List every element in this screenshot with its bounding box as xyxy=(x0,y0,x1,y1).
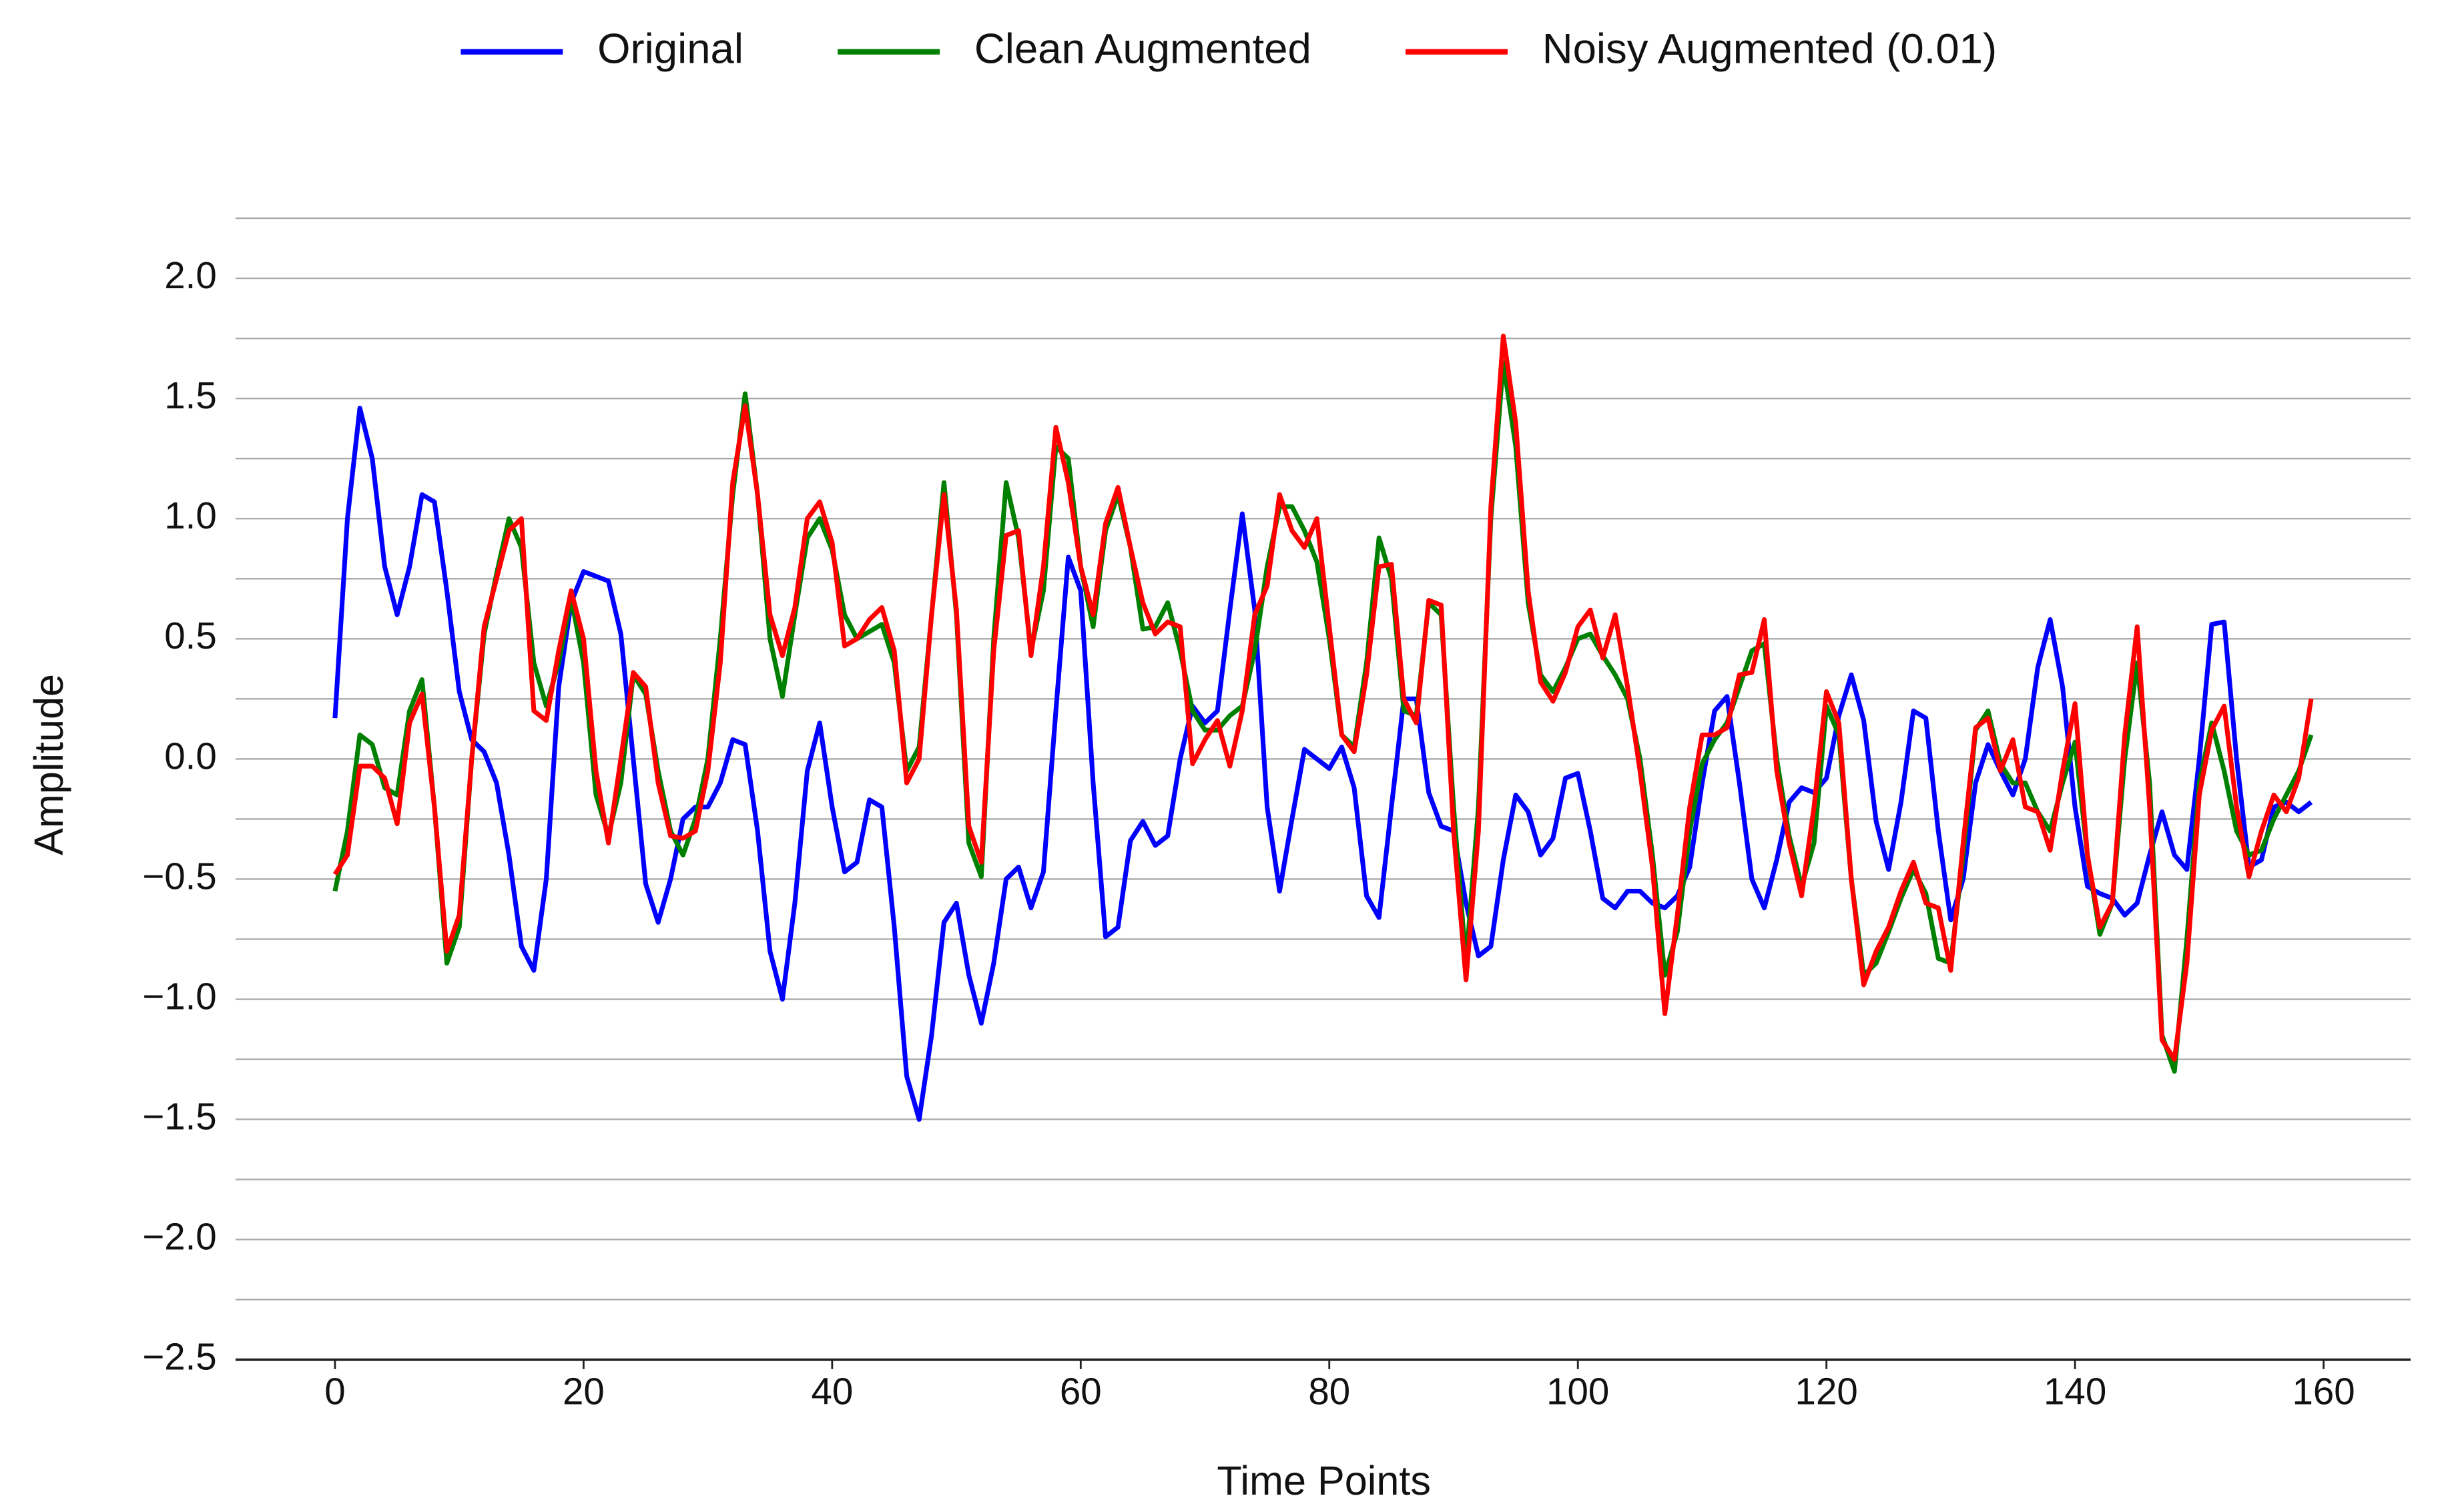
x-tick-label: 80 xyxy=(1308,1370,1350,1412)
y-tick-label: −2.0 xyxy=(142,1216,216,1258)
y-tick-label: 1.0 xyxy=(164,494,217,536)
legend: Original Clean Augmented Noisy Augmented (… xyxy=(461,25,1997,72)
line-series xyxy=(332,406,2313,1122)
legend-item: Noisy Augmented (0.01) xyxy=(1406,25,1997,72)
x-tick-label: 20 xyxy=(563,1370,605,1412)
x-tick-label: 100 xyxy=(1546,1370,1609,1412)
legend-label: Clean Augmented xyxy=(974,25,1311,72)
x-axis-label: Time Points xyxy=(1217,1458,1431,1503)
x-tick-label: 120 xyxy=(1795,1370,1858,1412)
x-tick-label: 140 xyxy=(2044,1370,2106,1412)
y-tick-label: −0.5 xyxy=(142,855,216,897)
y-tick-label: 0.5 xyxy=(164,615,217,657)
x-tick-label: 40 xyxy=(811,1370,853,1412)
x-tick-label: 160 xyxy=(2292,1370,2355,1412)
x-tick-label: 60 xyxy=(1060,1370,1102,1412)
legend-item: Clean Augmented xyxy=(838,25,1311,72)
y-tick-label: −2.5 xyxy=(142,1336,216,1378)
plot-area xyxy=(332,334,2314,1122)
legend-label: Original xyxy=(597,25,743,72)
legend-label: Noisy Augmented (0.01) xyxy=(1542,25,1997,72)
y-tick-label: 0.0 xyxy=(164,735,217,777)
y-tick-label: 1.5 xyxy=(164,374,217,416)
legend-item: Original xyxy=(461,25,743,72)
y-axis-label: Amplitude xyxy=(26,674,71,855)
grid: −2.5 −2.0 −1.5 −1.0 −0.5 0.0 0.5 1.0 1.5 2.0 0 20 40… xyxy=(142,217,2411,1412)
y-tick-label: −1.0 xyxy=(142,975,216,1017)
line-series xyxy=(332,334,2314,1062)
x-tick-label: 0 xyxy=(324,1370,345,1412)
y-tick-label: 2.0 xyxy=(164,254,217,296)
y-tick-label: −1.5 xyxy=(142,1096,216,1138)
